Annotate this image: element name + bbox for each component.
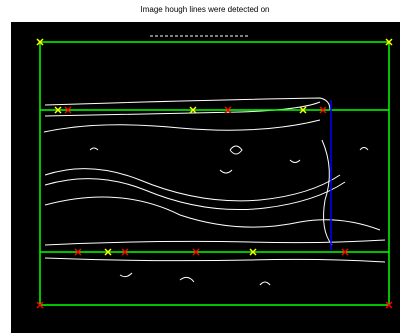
figure: Image hough lines were detected on <box>0 0 409 335</box>
page: Image hough lines were detected on (() =… <box>0 0 409 335</box>
figure-title: Image hough lines were detected on <box>141 5 270 14</box>
edge-image <box>11 22 400 333</box>
